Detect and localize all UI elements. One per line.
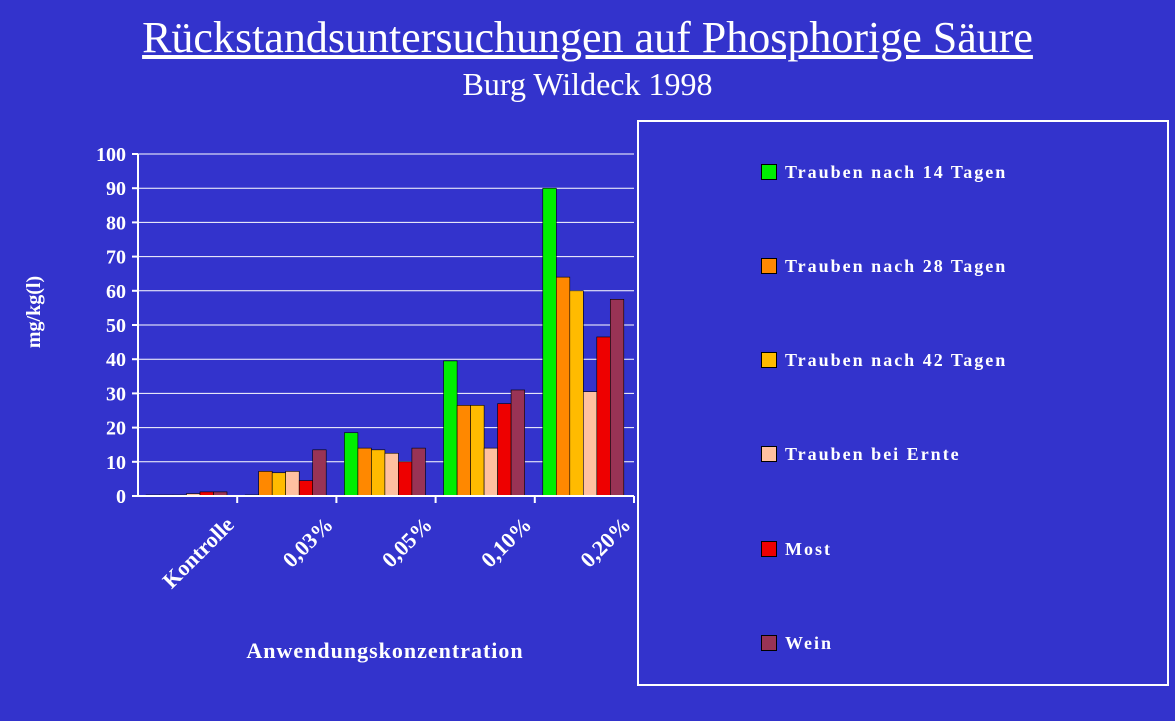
- legend-swatch: [761, 635, 777, 651]
- bar-3-5: [510, 389, 525, 497]
- bar-2-4: [398, 461, 413, 497]
- bar-3-2: [470, 405, 485, 497]
- bar-2-3: [384, 452, 399, 497]
- bar-4-5: [609, 299, 625, 497]
- bar-3-1: [456, 405, 471, 497]
- y-tick-label: 0: [116, 486, 126, 508]
- legend-swatch: [761, 446, 777, 462]
- legend-swatch: [761, 164, 777, 180]
- legend-item: Trauben nach 28 Tagen: [761, 256, 1007, 276]
- x-tick-label: Kontrolle: [157, 512, 239, 594]
- legend-label: Wein: [785, 632, 834, 653]
- legend-item: Trauben bei Ernte: [761, 444, 961, 464]
- bar-2-0: [344, 432, 359, 497]
- legend-swatch: [761, 352, 777, 368]
- bar-3-4: [497, 403, 512, 497]
- bar-3-3: [483, 447, 498, 497]
- bars: [145, 187, 625, 497]
- y-tick-label: 10: [106, 452, 126, 474]
- legend-label: Most: [785, 538, 832, 559]
- y-tick-label: 80: [106, 212, 126, 234]
- legend-label: Trauben nach 14 Tagen: [785, 161, 1008, 182]
- bar-2-2: [371, 449, 386, 497]
- legend-swatch: [761, 541, 777, 557]
- bar-2-5: [411, 447, 426, 497]
- x-tick-label: 0,20%: [575, 512, 635, 572]
- bar-4-3: [582, 391, 598, 497]
- bar-2-1: [357, 447, 372, 497]
- bar-chart: 0 10 20 30 40 50 60 70 80 90 100 Kontrolle 0,03% 0,05…: [23, 144, 636, 663]
- y-tick-label: 50: [106, 315, 126, 337]
- y-tick-label: 40: [106, 349, 126, 371]
- y-axis-label: mg/kg(l): [23, 276, 45, 348]
- bar-1-1: [258, 471, 273, 497]
- legend-label: Trauben bei Ernte: [785, 443, 961, 464]
- legend-item: Trauben nach 42 Tagen: [761, 350, 1007, 370]
- bar-4-0: [542, 187, 557, 497]
- bar-1-4: [298, 480, 314, 497]
- y-tick-label: 90: [106, 178, 126, 200]
- bar-1-3: [285, 471, 300, 497]
- chart-subtitle: Burg Wildeck 1998: [462, 66, 713, 102]
- y-tick-label: 20: [106, 418, 126, 440]
- x-tick-label: 0,05%: [377, 512, 437, 572]
- bar-3-0: [443, 360, 458, 497]
- bar-4-2: [569, 290, 584, 497]
- legend-label: Trauben nach 28 Tagen: [785, 255, 1008, 276]
- y-tick-label: 100: [96, 144, 126, 166]
- bar-1-2: [271, 472, 287, 497]
- x-tick-label: 0,03%: [277, 512, 337, 572]
- legend-item: Wein: [761, 633, 833, 653]
- bar-4-4: [596, 336, 611, 497]
- y-tick-label: 70: [106, 247, 126, 269]
- legend: Trauben nach 14 Tagen Trauben nach 28 Tag…: [637, 120, 1169, 686]
- chart-title: Rückstandsuntersuchungen auf Phosphorige…: [142, 13, 1033, 62]
- x-axis-label: Anwendungskonzentration: [246, 638, 523, 663]
- legend-item: Most: [761, 539, 832, 559]
- bar-1-5: [312, 449, 327, 497]
- legend-item: Trauben nach 14 Tagen: [761, 162, 1007, 182]
- legend-swatch: [761, 258, 777, 274]
- x-tick-label: 0,10%: [476, 512, 536, 572]
- legend-label: Trauben nach 42 Tagen: [785, 349, 1008, 370]
- y-tick-label: 60: [106, 281, 126, 303]
- y-tick-label: 30: [106, 383, 126, 405]
- bar-4-1: [555, 276, 571, 497]
